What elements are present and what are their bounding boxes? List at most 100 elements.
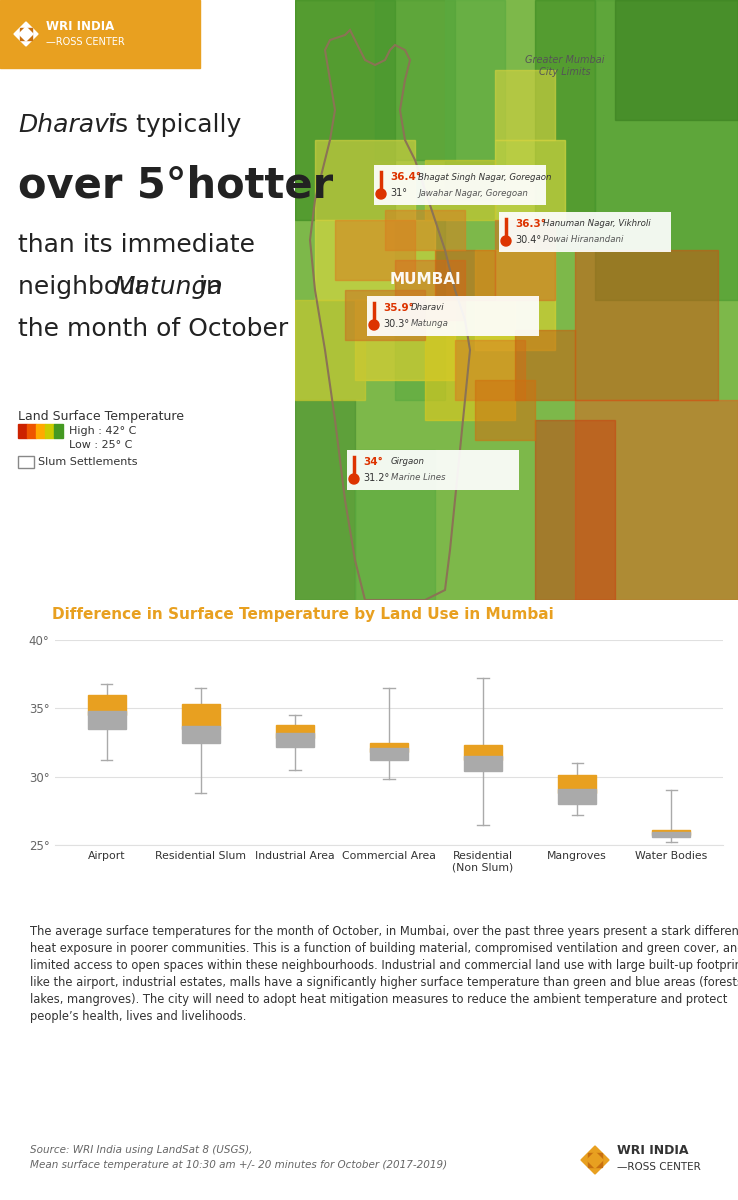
Bar [652,830,690,835]
Bar [182,726,220,743]
Bar [27,424,36,438]
Bar [575,400,738,600]
Text: Mean surface temperature at 10:30 am +/- 20 minutes for October (2017-2019): Mean surface temperature at 10:30 am +/-… [30,1160,447,1170]
Bar [54,424,63,438]
Text: limited access to open spaces within these neighbourhoods. Industrial and commer: limited access to open spaces within the… [30,959,738,972]
Text: neighbour: neighbour [18,275,154,299]
Circle shape [376,188,386,199]
Text: Matunga: Matunga [113,275,223,299]
Text: Slum Settlements: Slum Settlements [38,457,137,467]
Bar [535,420,615,600]
Bar [295,300,365,400]
Bar [475,380,535,440]
Text: —ROSS CENTER: —ROSS CENTER [617,1162,701,1172]
Text: than its immediate: than its immediate [18,233,255,257]
Bar [559,788,596,804]
Text: Source: WRI India using LandSat 8 (USGS),: Source: WRI India using LandSat 8 (USGS)… [30,1145,252,1154]
Bar [455,340,525,400]
Bar [18,424,27,438]
Text: Girgaon: Girgaon [391,457,425,467]
Bar [295,400,355,600]
Bar [464,745,502,761]
FancyBboxPatch shape [347,450,519,490]
Bar [395,260,465,320]
Bar [495,220,555,300]
Text: like the airport, industrial estates, malls have a significantly higher surface : like the airport, industrial estates, ma… [30,976,738,989]
Bar [345,290,425,340]
Bar [375,0,455,160]
Bar [88,695,125,715]
Bar [45,424,54,438]
Bar [355,300,455,380]
Circle shape [501,236,511,246]
Text: 36.4°: 36.4° [390,172,421,182]
Text: The average surface temperatures for the month of October, in Mumbai, over the p: The average surface temperatures for the… [30,925,738,938]
Bar [495,70,555,140]
Polygon shape [581,1146,609,1174]
Text: in: in [191,275,222,299]
Text: Marine Lines: Marine Lines [391,474,446,482]
Text: 30.4°: 30.4° [515,235,541,245]
Bar [276,725,314,738]
Text: Low : 25° C: Low : 25° C [69,440,132,450]
Text: is typically: is typically [100,113,241,137]
Bar [652,832,690,838]
Bar [615,0,738,120]
FancyBboxPatch shape [374,164,546,205]
Text: Powai Hiranandani: Powai Hiranandani [543,235,624,245]
Bar [315,220,435,300]
Polygon shape [587,1152,603,1168]
Text: 35.9°: 35.9° [383,302,414,313]
Bar [335,220,415,280]
Bar [18,456,34,468]
Bar [370,743,408,752]
FancyBboxPatch shape [499,212,671,252]
Bar [36,424,45,438]
Text: Greater Mumbai
City Limits: Greater Mumbai City Limits [525,55,604,77]
Bar [276,733,314,746]
Bar [515,330,575,400]
Text: Jawahar Nagar, Goregoan: Jawahar Nagar, Goregoan [418,188,528,198]
Bar [425,300,515,420]
Polygon shape [14,22,38,46]
Text: MUMBAI: MUMBAI [389,272,461,288]
Text: heat exposure in poorer communities. This is a function of building material, co: heat exposure in poorer communities. Thi… [30,942,738,955]
Text: Difference in Surface Temperature by Land Use in Mumbai: Difference in Surface Temperature by Lan… [52,607,554,622]
Polygon shape [19,26,33,41]
Text: 34°: 34° [363,457,383,467]
Bar [395,220,445,400]
Circle shape [349,474,359,484]
Bar [182,704,220,728]
Text: —ROSS CENTER: —ROSS CENTER [46,37,125,47]
Bar [425,160,495,220]
Text: Hanuman Nagar, Vikhroli: Hanuman Nagar, Vikhroli [543,220,651,228]
Polygon shape [588,1153,602,1168]
Bar [355,450,435,600]
Text: Dharavi: Dharavi [18,113,116,137]
Bar [385,210,465,250]
Bar [475,250,555,350]
Bar [315,140,415,220]
Text: Land Surface Temperature: Land Surface Temperature [18,410,184,422]
Text: over 5°hotter: over 5°hotter [18,164,333,206]
Text: 36.3°: 36.3° [515,218,546,229]
Bar [464,756,502,772]
Text: Bhagat Singh Nagar, Goregaon: Bhagat Singh Nagar, Goregaon [418,173,551,181]
Bar [370,748,408,761]
Text: 31°: 31° [390,188,407,198]
Bar [495,140,565,220]
FancyBboxPatch shape [367,296,539,336]
Text: Dharavi: Dharavi [411,304,444,312]
Bar [88,712,125,728]
Bar [435,250,495,300]
Bar [575,250,718,400]
Text: High : 42° C: High : 42° C [69,426,137,436]
Bar [445,0,505,200]
Polygon shape [20,28,32,41]
Text: Matunga: Matunga [411,319,449,329]
Bar [595,0,738,300]
Text: lakes, mangroves). The city will need to adopt heat mitigation measures to reduc: lakes, mangroves). The city will need to… [30,994,728,1006]
Text: 31.2°: 31.2° [363,473,389,482]
Bar [0,0,200,68]
Text: people’s health, lives and livelihoods.: people’s health, lives and livelihoods. [30,1010,246,1022]
